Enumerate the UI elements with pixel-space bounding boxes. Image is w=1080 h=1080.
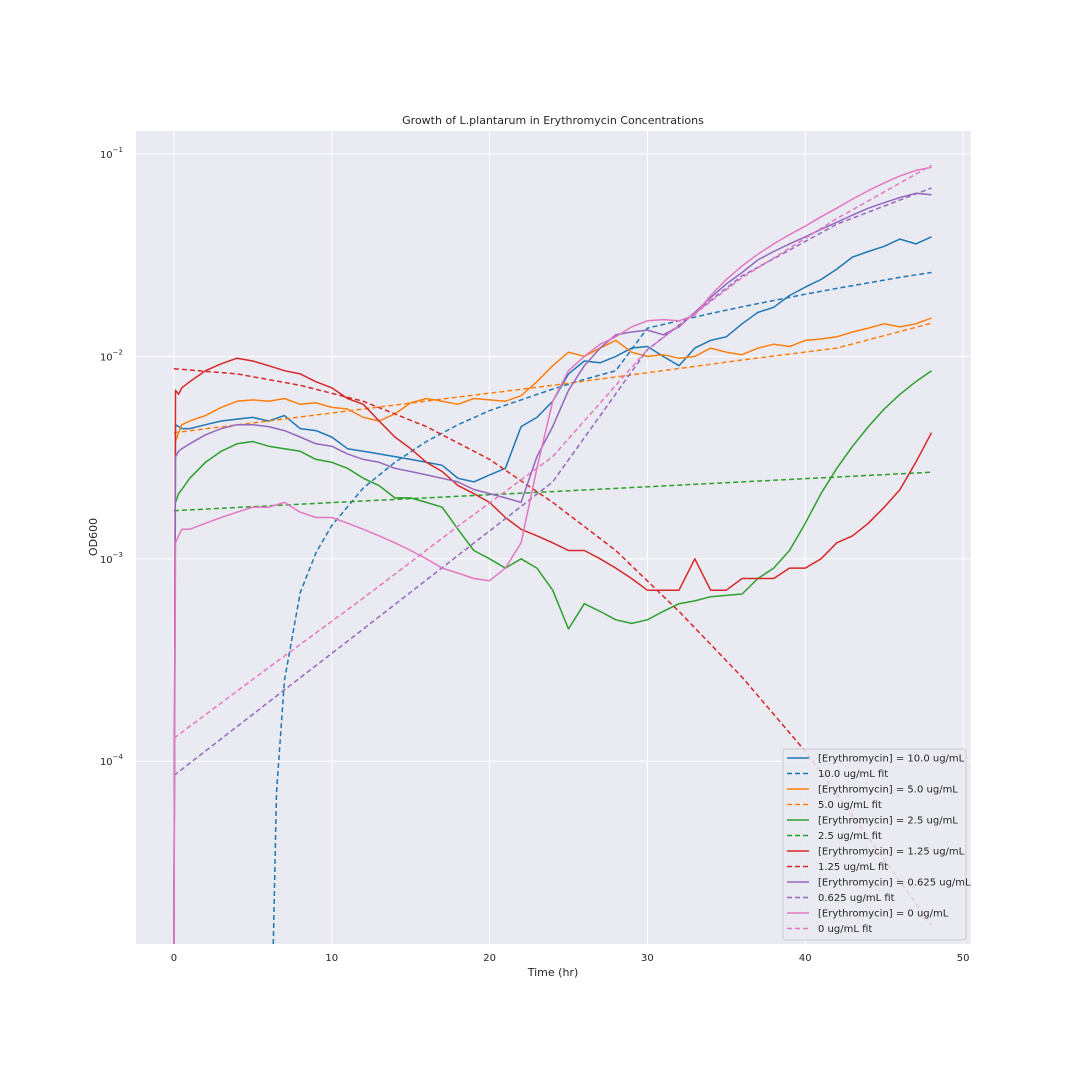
legend-box — [782, 748, 967, 941]
legend-label: [Erythromycin] = 2.5 ug/mL — [818, 816, 958, 827]
fit-line — [173, 471, 932, 512]
series-line — [173, 357, 933, 945]
y-axis-label: OD600 — [87, 518, 100, 556]
x-tick-label: 30 — [641, 953, 654, 964]
series-line — [173, 192, 932, 945]
legend-label: 5.0 ug/mL fit — [818, 800, 882, 811]
legend-label: [Erythromycin] = 10.0 ug/mL — [818, 754, 965, 765]
plot-area — [173, 164, 933, 945]
series-line — [173, 236, 932, 945]
x-tick-label: 10 — [325, 953, 338, 964]
x-tick-label: 0 — [171, 953, 177, 964]
legend: [Erythromycin] = 10.0 ug/mL 10.0 ug/mL fi… — [782, 748, 971, 941]
x-tick-label: 50 — [957, 953, 970, 964]
legend-label: [Erythromycin] = 5.0 ug/mL — [818, 785, 958, 796]
chart-title: Growth of L.plantarum in Erythromycin Co… — [402, 114, 704, 127]
series-line — [174, 317, 932, 442]
legend-label: [Erythromycin] = 0 ug/mL — [818, 909, 949, 920]
x-tick-label: 40 — [799, 953, 812, 964]
fit-line — [173, 187, 932, 777]
tick-labels: 0 10 20 30 40 50 10−4 10−3 10−2 10−1 — [100, 146, 970, 964]
y-tick-label: 10−2 — [100, 348, 123, 363]
series-line — [174, 370, 932, 630]
y-tick-label: 10−3 — [100, 551, 123, 566]
x-axis-label: Time (hr) — [527, 966, 579, 979]
legend-label: 2.5 ug/mL fit — [818, 831, 882, 842]
series-line — [173, 166, 932, 945]
y-tick-label: 10−1 — [100, 146, 123, 161]
legend-label: [Erythromycin] = 0.625 ug/mL — [818, 878, 971, 889]
legend-label: 10.0 ug/mL fit — [818, 769, 888, 780]
fit-line — [272, 271, 932, 945]
legend-label: 0 ug/mL fit — [818, 924, 872, 935]
x-tick-label: 20 — [483, 953, 496, 964]
legend-label: 0.625 ug/mL fit — [818, 893, 895, 904]
fit-line — [173, 164, 932, 739]
legend-label: 1.25 ug/mL fit — [818, 862, 888, 873]
y-tick-label: 10−4 — [100, 753, 124, 768]
fit-line — [173, 322, 932, 434]
legend-label: [Erythromycin] = 1.25 ug/mL — [818, 847, 965, 858]
